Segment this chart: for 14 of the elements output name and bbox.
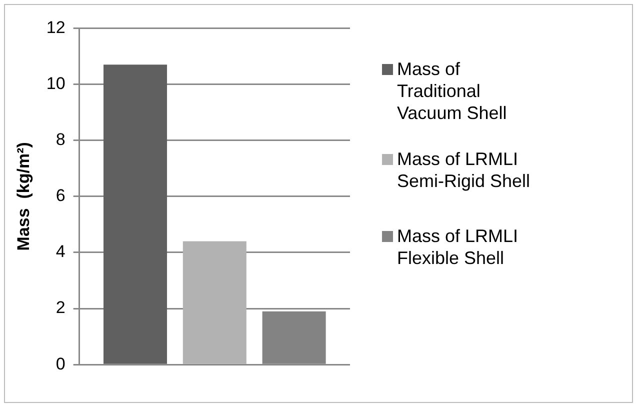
legend-label: Mass of Traditional Vacuum Shell [397, 58, 508, 124]
y-tick-label: 2 [56, 298, 66, 318]
y-axis-title: Mass (kg/m²) [14, 142, 33, 251]
bar [262, 311, 326, 364]
y-tick-label: 4 [56, 242, 66, 262]
y-tick-label: 10 [46, 74, 66, 93]
y-tick-label: 12 [46, 18, 66, 37]
bar [103, 64, 168, 364]
legend-label: Mass of LRMLI Flexible Shell [397, 225, 520, 269]
legend-label: Mass of LRMLI Semi-Rigid Shell [397, 148, 532, 192]
y-tick-label: 0 [56, 354, 66, 374]
bar [182, 241, 246, 364]
y-tick-label: 8 [56, 130, 66, 150]
y-tick-label: 6 [56, 186, 66, 206]
